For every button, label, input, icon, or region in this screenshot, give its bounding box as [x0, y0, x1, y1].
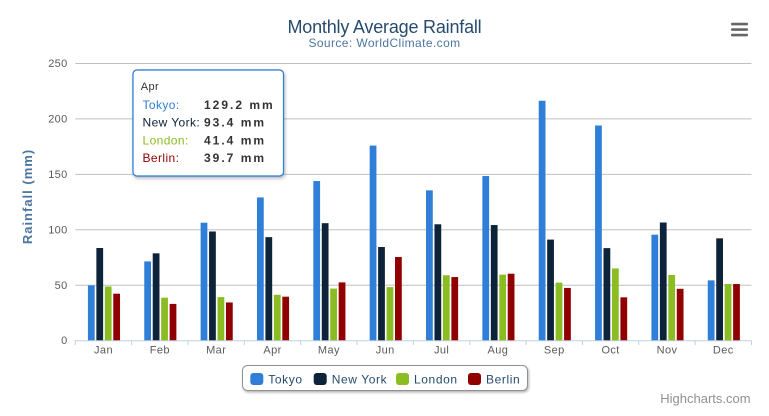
svg-text:Sep: Sep [544, 345, 565, 357]
svg-text:New York:: New York: [143, 116, 201, 130]
svg-text:Apr: Apr [263, 345, 281, 357]
svg-text:250: 250 [48, 58, 67, 70]
svg-text:Oct: Oct [601, 345, 619, 357]
svg-text:50: 50 [55, 280, 68, 292]
svg-text:New York: New York [332, 373, 388, 387]
svg-text:Highcharts.com: Highcharts.com [660, 391, 750, 406]
svg-text:Monthly Average Rainfall: Monthly Average Rainfall [288, 17, 482, 37]
svg-text:Rainfall (mm): Rainfall (mm) [20, 149, 35, 244]
svg-text:41.4 mm: 41.4 mm [204, 134, 266, 148]
svg-text:Feb: Feb [150, 345, 170, 357]
svg-text:Dec: Dec [713, 345, 734, 357]
svg-text:150: 150 [48, 169, 67, 181]
svg-text:London: London [414, 373, 458, 387]
svg-text:100: 100 [48, 224, 67, 236]
svg-text:Mar: Mar [206, 345, 226, 357]
svg-text:Tokyo: Tokyo [268, 373, 302, 387]
svg-text:Berlin: Berlin [486, 373, 520, 387]
svg-text:Tokyo:: Tokyo: [143, 98, 180, 112]
svg-text:Jan: Jan [94, 345, 113, 357]
svg-text:May: May [318, 345, 340, 357]
svg-text:Nov: Nov [657, 345, 678, 357]
svg-text:39.7 mm: 39.7 mm [204, 151, 266, 165]
svg-text:Jul: Jul [434, 345, 449, 357]
svg-text:93.4 mm: 93.4 mm [204, 116, 266, 130]
svg-text:Berlin:: Berlin: [143, 151, 180, 165]
svg-text:Aug: Aug [488, 345, 509, 357]
svg-text:0: 0 [61, 335, 67, 347]
svg-text:Apr: Apr [141, 81, 159, 93]
svg-text:200: 200 [48, 113, 67, 125]
svg-text:Source: WorldClimate.com: Source: WorldClimate.com [308, 36, 460, 50]
svg-text:129.2 mm: 129.2 mm [204, 98, 275, 112]
svg-text:London:: London: [143, 134, 189, 148]
svg-text:Jun: Jun [376, 345, 395, 357]
